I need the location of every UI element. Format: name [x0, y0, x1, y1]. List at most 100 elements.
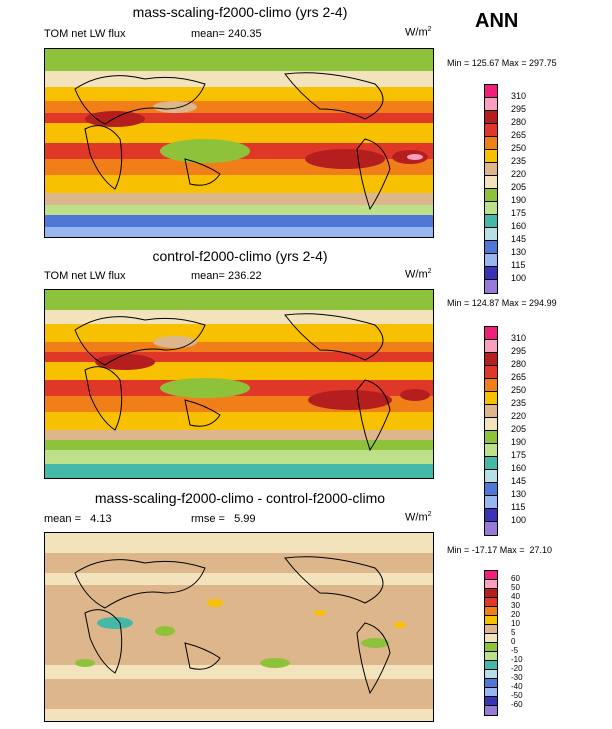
colorbar-label: 295 — [511, 104, 527, 114]
colorbar-label: 190 — [511, 195, 527, 205]
colorbar-swatch — [485, 215, 497, 228]
colorbar-label: 30 — [511, 601, 520, 610]
panel2-left-label: TOM net LW flux — [44, 270, 126, 282]
season-label: ANN — [475, 10, 519, 32]
colorbar-swatch — [485, 340, 497, 353]
colorbar-label: 175 — [511, 450, 527, 460]
colorbar-label: 40 — [511, 592, 520, 601]
colorbar-swatch — [485, 267, 497, 280]
colorbar-swatch — [485, 176, 497, 189]
colorbar-label: 100 — [511, 515, 527, 525]
colorbar-label: 310 — [511, 91, 527, 101]
colorbar-label: -40 — [511, 682, 523, 691]
colorbar-label: 100 — [511, 273, 527, 283]
colorbar-swatch — [485, 509, 497, 522]
colorbar-label: 250 — [511, 143, 527, 153]
colorbar-swatch — [485, 280, 497, 293]
panel2-map-svg — [45, 290, 433, 478]
colorbar-swatch — [485, 418, 497, 431]
colorbar-label: 280 — [511, 117, 527, 127]
panel1-minmax: Min = 125.67 Max = 297.75 — [447, 58, 557, 68]
colorbar-swatch — [485, 697, 497, 706]
colorbar-label: -30 — [511, 673, 523, 682]
panel2-mean-label: mean= 236.22 — [191, 270, 262, 282]
colorbar-label: 280 — [511, 359, 527, 369]
colorbar-swatch — [485, 483, 497, 496]
colorbar-swatch — [485, 241, 497, 254]
colorbar-label: 250 — [511, 385, 527, 395]
colorbar-label: 115 — [511, 260, 526, 270]
colorbar-label: 175 — [511, 208, 527, 218]
colorbar-swatch — [485, 366, 497, 379]
colorbar-label: -5 — [511, 646, 519, 655]
colorbar-swatch — [485, 111, 497, 124]
colorbar-swatch — [485, 634, 497, 643]
colorbar-swatch — [485, 431, 497, 444]
colorbar-swatch — [485, 679, 497, 688]
colorbar-label: 10 — [511, 619, 520, 628]
colorbar-swatch — [485, 444, 497, 457]
panel2-minmax: Min = 124.87 Max = 294.99 — [447, 298, 557, 308]
colorbar-swatch — [485, 392, 497, 405]
panel2-colorbar — [484, 326, 498, 536]
panel1-map — [44, 48, 434, 238]
colorbar-label: 265 — [511, 372, 527, 382]
colorbar-label: 0 — [511, 637, 516, 646]
colorbar-swatch — [485, 643, 497, 652]
panel3-colorbar — [484, 570, 498, 716]
colorbar-swatch — [485, 652, 497, 661]
colorbar-swatch — [485, 202, 497, 215]
colorbar-label: 115 — [511, 502, 526, 512]
panel1-units: W/m2 — [405, 26, 432, 39]
panel1-title: mass-scaling-f2000-climo (yrs 2-4) — [132, 4, 348, 20]
colorbar-swatch — [485, 189, 497, 202]
panel3-title: mass-scaling-f2000-climo - control-f2000… — [94, 490, 386, 506]
colorbar-label: 5 — [511, 628, 516, 637]
colorbar-label: -20 — [511, 664, 523, 673]
colorbar-swatch — [485, 598, 497, 607]
panel1-colorbar — [484, 84, 498, 294]
colorbar-swatch — [485, 571, 497, 580]
colorbar-swatch — [485, 625, 497, 634]
colorbar-swatch — [485, 163, 497, 176]
panel2-map — [44, 289, 434, 479]
colorbar-swatch — [485, 254, 497, 267]
panel3-units: W/m2 — [405, 511, 432, 524]
colorbar-swatch — [485, 85, 497, 98]
colorbar-swatch — [485, 470, 497, 483]
panel3-minmax: Min = -17.17 Max = 27.10 — [447, 545, 553, 555]
colorbar-swatch — [485, 327, 497, 340]
panel2-title: control-f2000-climo (yrs 2-4) — [152, 248, 328, 264]
colorbar-label: 295 — [511, 346, 527, 356]
colorbar-label: 160 — [511, 221, 527, 231]
colorbar-swatch — [485, 137, 497, 150]
colorbar-swatch — [485, 670, 497, 679]
panel1-map-svg — [45, 49, 433, 237]
colorbar-label: -60 — [511, 700, 523, 709]
colorbar-swatch — [485, 661, 497, 670]
colorbar-swatch — [485, 98, 497, 111]
colorbar-label: 310 — [511, 333, 527, 343]
colorbar-label: 235 — [511, 398, 527, 408]
colorbar-swatch — [485, 706, 497, 715]
panel3-mean-label: mean = 4.13 — [44, 513, 112, 525]
panel3-map — [44, 532, 434, 722]
colorbar-swatch — [485, 589, 497, 598]
colorbar-swatch — [485, 607, 497, 616]
colorbar-swatch — [485, 150, 497, 163]
colorbar-swatch — [485, 457, 497, 470]
colorbar-label: 145 — [511, 476, 527, 486]
colorbar-swatch — [485, 580, 497, 589]
colorbar-swatch — [485, 353, 497, 366]
colorbar-swatch — [485, 616, 497, 625]
colorbar-swatch — [485, 405, 497, 418]
colorbar-label: 160 — [511, 463, 527, 473]
colorbar-label: 60 — [511, 574, 520, 583]
colorbar-label: 220 — [511, 411, 527, 421]
colorbar-label: 205 — [511, 182, 527, 192]
colorbar-swatch — [485, 124, 497, 137]
colorbar-swatch — [485, 496, 497, 509]
colorbar-label: 130 — [511, 247, 527, 257]
panel1-left-label: TOM net LW flux — [44, 28, 126, 40]
colorbar-label: 130 — [511, 489, 527, 499]
